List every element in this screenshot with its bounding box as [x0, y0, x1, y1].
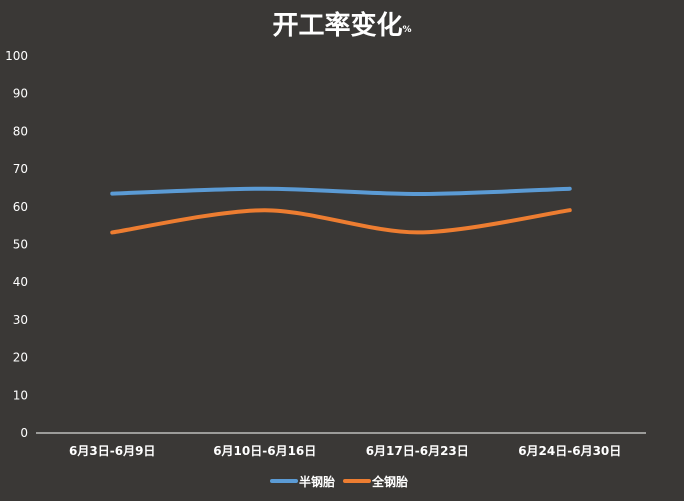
y-tick-label: 10 [13, 388, 28, 402]
y-tick-label: 90 [13, 87, 28, 101]
y-tick-label: 30 [13, 313, 28, 327]
y-axis-ticks: 0 10 20 30 40 50 60 70 80 90 100 [5, 49, 28, 440]
legend-label: 半钢胎 [299, 474, 335, 489]
series-line-1 [110, 186, 572, 196]
x-axis-ticks: 6月3日-6月9日 6月10日-6月16日 6月17日-6月23日 6月24日-6月3… [69, 444, 621, 458]
y-tick-label: 0 [20, 426, 28, 440]
chart-title: 开工率变化% [272, 10, 411, 41]
x-tick-label: 6月24日-6月30日 [518, 444, 621, 458]
legend: 半钢胎 全钢胎 [270, 474, 408, 489]
legend-label: 全钢胎 [371, 474, 408, 489]
x-tick-label: 6月3日-6月9日 [69, 444, 155, 458]
y-tick-label: 60 [13, 200, 28, 214]
y-tick-label: 40 [13, 275, 28, 289]
y-tick-label: 70 [13, 162, 28, 176]
x-tick-label: 6月10日-6月16日 [213, 444, 316, 458]
chart-title-unit: % [402, 25, 411, 35]
y-tick-label: 80 [13, 124, 28, 138]
series-lines [110, 186, 572, 235]
y-tick-label: 20 [13, 351, 28, 365]
y-tick-label: 100 [5, 49, 28, 63]
chart-title-text: 开工率变化 [272, 10, 402, 41]
series-line-2 [110, 208, 572, 235]
y-tick-label: 50 [13, 238, 28, 252]
x-tick-label: 6月17日-6月23日 [366, 444, 469, 458]
